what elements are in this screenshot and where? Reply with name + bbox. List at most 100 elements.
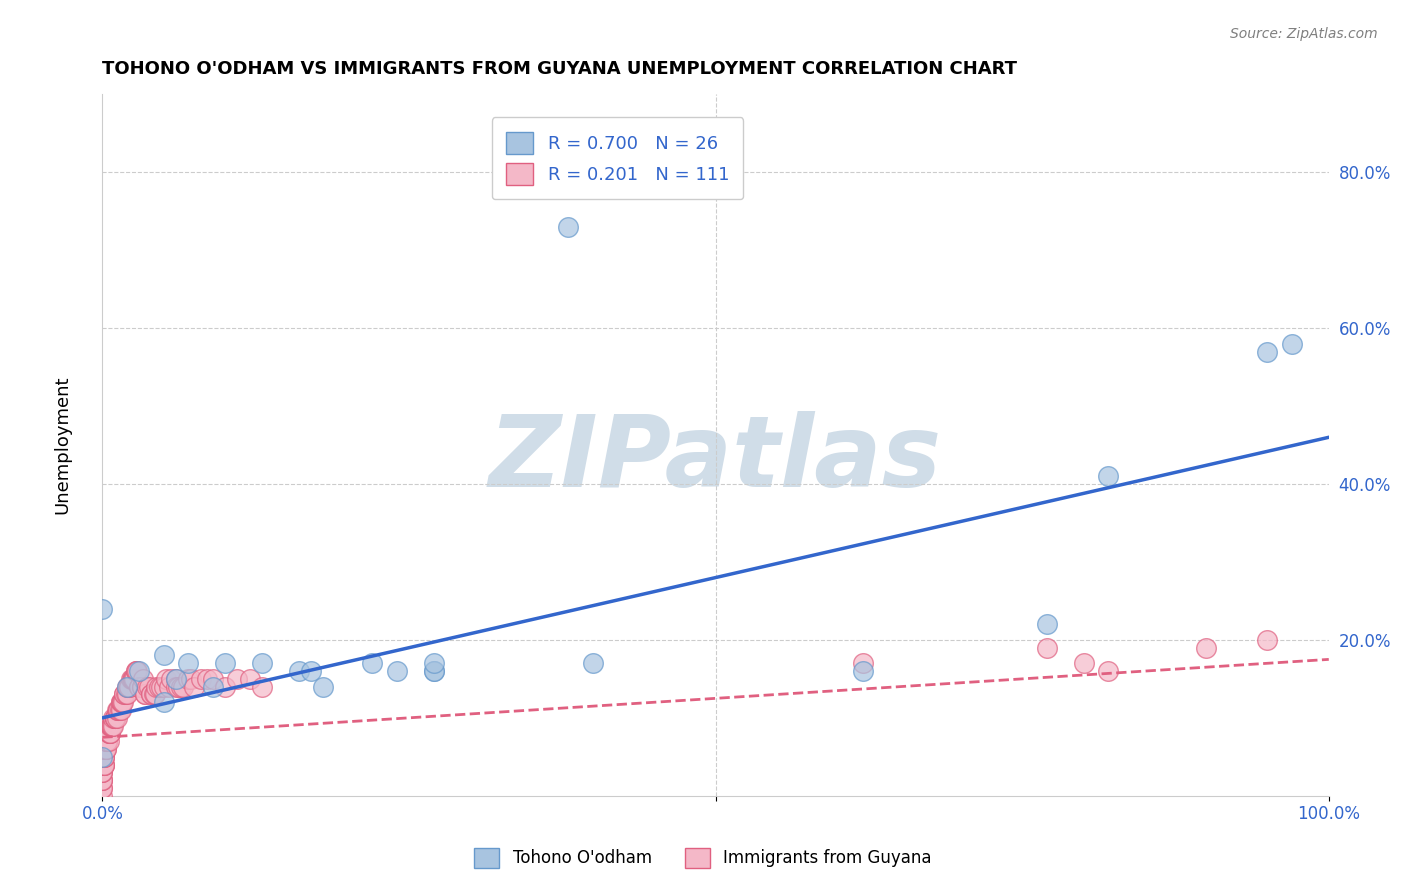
- Point: [97, 726, 120, 740]
- Point: [134, 688, 156, 702]
- Point: [1097, 664, 1119, 678]
- Point: [167, 680, 190, 694]
- Point: [361, 657, 384, 671]
- Point: [94, 734, 117, 748]
- Point: [97, 734, 120, 748]
- Point: [422, 657, 444, 671]
- Point: [385, 664, 408, 678]
- Point: [152, 648, 174, 663]
- Point: [299, 664, 322, 678]
- Point: [124, 672, 146, 686]
- Point: [131, 680, 153, 694]
- Point: [103, 711, 125, 725]
- Point: [108, 703, 131, 717]
- Point: [226, 672, 249, 686]
- Point: [121, 672, 143, 686]
- Point: [422, 664, 444, 678]
- Point: [101, 718, 124, 732]
- Point: [195, 672, 218, 686]
- Point: [214, 680, 236, 694]
- Point: [134, 688, 156, 702]
- Point: [143, 688, 166, 702]
- Point: [101, 718, 124, 732]
- Point: [177, 657, 200, 671]
- Point: [148, 680, 170, 694]
- Legend: Tohono O'odham, Immigrants from Guyana: Tohono O'odham, Immigrants from Guyana: [468, 841, 938, 875]
- Point: [115, 680, 138, 694]
- Point: [183, 680, 205, 694]
- Point: [91, 749, 114, 764]
- Point: [96, 734, 118, 748]
- Point: [96, 734, 118, 748]
- Point: [557, 219, 579, 234]
- Point: [1035, 617, 1057, 632]
- Point: [98, 726, 121, 740]
- Point: [118, 680, 141, 694]
- Point: [201, 672, 224, 686]
- Point: [91, 789, 114, 803]
- Point: [104, 711, 127, 725]
- Point: [132, 672, 155, 686]
- Point: [111, 695, 134, 709]
- Point: [94, 742, 117, 756]
- Point: [1256, 344, 1278, 359]
- Point: [852, 664, 875, 678]
- Point: [107, 703, 129, 717]
- Point: [1097, 469, 1119, 483]
- Point: [131, 680, 153, 694]
- Point: [110, 695, 132, 709]
- Point: [115, 680, 138, 694]
- Point: [93, 749, 115, 764]
- Point: [250, 657, 273, 671]
- Point: [96, 734, 118, 748]
- Point: [124, 664, 146, 678]
- Point: [120, 672, 142, 686]
- Point: [91, 765, 114, 780]
- Point: [105, 703, 128, 717]
- Point: [152, 680, 174, 694]
- Point: [93, 749, 115, 764]
- Point: [1195, 640, 1218, 655]
- Point: [100, 718, 122, 732]
- Text: ZIPatlas: ZIPatlas: [489, 410, 942, 508]
- Point: [104, 711, 127, 725]
- Point: [91, 765, 114, 780]
- Point: [93, 757, 115, 772]
- Point: [125, 664, 148, 678]
- Point: [1256, 632, 1278, 647]
- Point: [128, 664, 150, 678]
- Point: [165, 672, 187, 686]
- Point: [91, 780, 114, 795]
- Point: [138, 680, 160, 694]
- Point: [91, 765, 114, 780]
- Point: [190, 672, 212, 686]
- Point: [152, 695, 174, 709]
- Point: [91, 773, 114, 788]
- Point: [1281, 336, 1303, 351]
- Point: [117, 680, 139, 694]
- Point: [287, 664, 309, 678]
- Point: [118, 680, 141, 694]
- Point: [98, 726, 121, 740]
- Point: [94, 742, 117, 756]
- Point: [157, 680, 180, 694]
- Point: [112, 695, 135, 709]
- Point: [141, 688, 163, 702]
- Point: [91, 773, 114, 788]
- Point: [104, 711, 127, 725]
- Point: [250, 680, 273, 694]
- Point: [1073, 657, 1095, 671]
- Point: [852, 657, 875, 671]
- Text: Source: ZipAtlas.com: Source: ZipAtlas.com: [1230, 27, 1378, 41]
- Point: [150, 680, 173, 694]
- Point: [145, 680, 167, 694]
- Point: [97, 726, 120, 740]
- Point: [422, 664, 444, 678]
- Point: [165, 672, 187, 686]
- Point: [93, 757, 115, 772]
- Point: [170, 680, 193, 694]
- Point: [135, 680, 157, 694]
- Point: [100, 718, 122, 732]
- Point: [239, 672, 262, 686]
- Point: [155, 672, 177, 686]
